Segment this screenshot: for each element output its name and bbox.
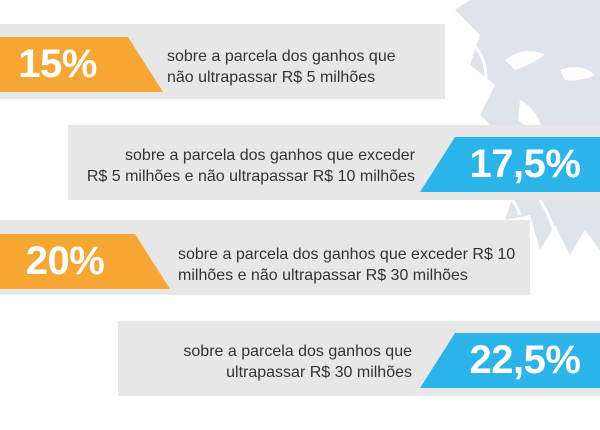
rate-label: 15% xyxy=(18,42,97,86)
rate-badge-22-5: 22,5% xyxy=(420,333,600,388)
rate-badge-17-5: 17,5% xyxy=(420,137,600,192)
tier-description-3: sobre a parcela dos ganhos que exceder R… xyxy=(178,246,516,284)
tier-description-2: sobre a parcela dos ganhos que exceder R… xyxy=(86,147,415,185)
rate-label: 17,5% xyxy=(469,142,581,186)
rate-label: 20% xyxy=(25,239,105,283)
rate-label: 22,5% xyxy=(469,338,581,382)
tier-description-4: sobre a parcela dos ganhos que ultrapass… xyxy=(183,343,412,381)
tier-description-1: sobre a parcela dos ganhos que não ultra… xyxy=(167,48,396,86)
